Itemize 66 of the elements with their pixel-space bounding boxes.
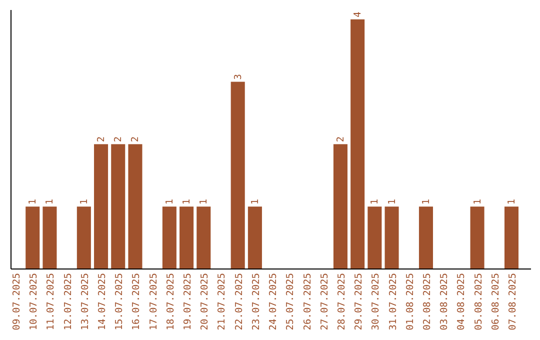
x-tick-label: 23.07.2025 xyxy=(250,273,262,330)
data-label: 1 xyxy=(370,198,381,205)
data-label: 1 xyxy=(250,198,261,205)
bar xyxy=(230,82,245,269)
bar xyxy=(111,144,126,269)
x-tick-label: 09.07.2025 xyxy=(12,273,23,330)
data-label: 1 xyxy=(164,198,176,205)
data-label: 2 xyxy=(113,136,124,142)
x-tick-label: 02.08.2025 xyxy=(422,273,433,330)
bar xyxy=(180,206,194,269)
x-tick-label: 31.07.2025 xyxy=(388,273,399,330)
data-label: 2 xyxy=(130,136,142,142)
bar xyxy=(42,206,57,269)
x-tick-label: 13.07.2025 xyxy=(80,273,91,330)
bar xyxy=(504,206,518,269)
x-tick-label: 17.07.2025 xyxy=(148,273,160,330)
bar xyxy=(368,206,382,269)
bar xyxy=(26,206,40,269)
x-tick-label: 05.08.2025 xyxy=(473,273,484,330)
x-tick-label: 20.07.2025 xyxy=(200,273,211,330)
bar xyxy=(333,144,348,269)
data-label: 1 xyxy=(198,198,210,205)
x-tick-label: 28.07.2025 xyxy=(336,273,348,330)
x-tick-label: 03.08.2025 xyxy=(439,273,450,330)
bar xyxy=(418,206,433,269)
bar xyxy=(94,144,108,269)
x-tick-label: 19.07.2025 xyxy=(182,273,194,330)
data-label: 1 xyxy=(182,198,193,205)
x-tick-label: 10.07.2025 xyxy=(28,273,40,330)
x-tick-label: 06.08.2025 xyxy=(490,273,502,330)
bar xyxy=(196,206,211,269)
data-label: 3 xyxy=(232,74,244,80)
data-label: 1 xyxy=(386,198,398,205)
data-label: 2 xyxy=(335,136,346,142)
x-tick-label: 01.08.2025 xyxy=(404,273,416,330)
bar xyxy=(162,206,176,269)
x-tick-label: 24.07.2025 xyxy=(268,273,280,330)
bar xyxy=(350,19,365,269)
bar xyxy=(128,144,142,269)
x-tick-label: 15.07.2025 xyxy=(114,273,126,330)
x-tick-label: 04.08.2025 xyxy=(456,273,468,330)
x-tick-label: 11.07.2025 xyxy=(46,273,57,330)
bar xyxy=(248,206,262,269)
bar xyxy=(470,206,484,269)
data-label: 1 xyxy=(44,198,56,205)
data-label: 1 xyxy=(506,198,518,205)
x-tick-label: 18.07.2025 xyxy=(165,273,176,330)
x-tick-label: 30.07.2025 xyxy=(370,273,382,330)
x-tick-label: 14.07.2025 xyxy=(97,273,108,330)
data-label: 4 xyxy=(352,11,364,18)
x-tick-label: 21.07.2025 xyxy=(216,273,228,330)
data-label: 2 xyxy=(96,136,108,142)
x-tick-label: 16.07.2025 xyxy=(131,273,142,330)
data-label: 1 xyxy=(472,198,484,205)
data-label: 1 xyxy=(420,198,432,205)
x-tick-label: 25.07.2025 xyxy=(285,273,296,330)
x-tick-label: 29.07.2025 xyxy=(354,273,365,330)
x-tick-label: 27.07.2025 xyxy=(319,273,330,330)
data-label: 1 xyxy=(28,198,39,205)
x-tick-label: 22.07.2025 xyxy=(234,273,245,330)
x-tick-label: 07.08.2025 xyxy=(507,273,518,330)
data-label: 1 xyxy=(78,198,90,205)
x-tick-label: 12.07.2025 xyxy=(62,273,74,330)
bar xyxy=(384,206,399,269)
bar xyxy=(76,206,91,269)
x-tick-label: 26.07.2025 xyxy=(302,273,314,330)
